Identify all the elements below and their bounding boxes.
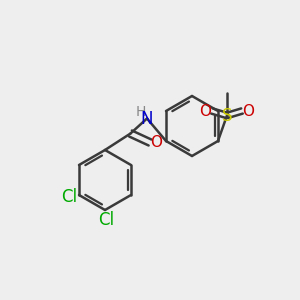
Text: H: H [135, 105, 146, 119]
Text: O: O [243, 103, 255, 118]
Text: N: N [141, 110, 153, 128]
Text: S: S [222, 106, 232, 124]
Text: Cl: Cl [61, 188, 77, 206]
Text: Cl: Cl [98, 211, 115, 229]
Text: O: O [151, 135, 163, 150]
Text: O: O [200, 103, 211, 118]
